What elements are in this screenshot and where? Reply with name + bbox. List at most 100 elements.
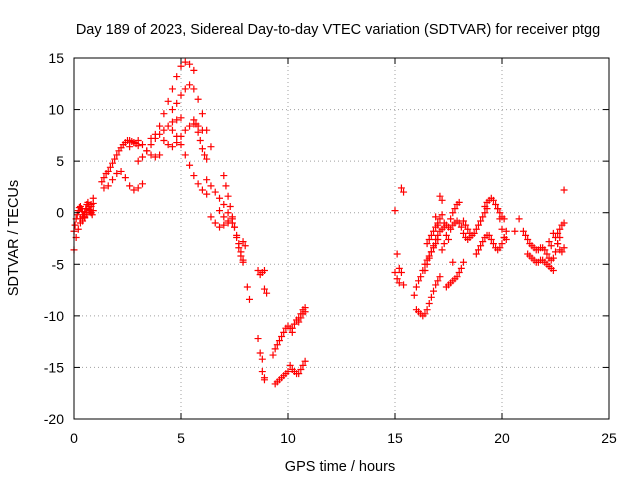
data-point-plus bbox=[395, 279, 403, 287]
data-point-plus bbox=[543, 250, 551, 258]
data-point-plus bbox=[286, 361, 294, 369]
data-point-plus bbox=[224, 209, 232, 217]
data-point-plus bbox=[156, 151, 164, 159]
data-point-plus bbox=[194, 128, 202, 136]
data-point-plus bbox=[299, 361, 307, 369]
y-tick-label: -20 bbox=[44, 411, 64, 427]
y-axis-label: SDTVAR / TECUs bbox=[6, 180, 22, 296]
data-point-plus bbox=[190, 85, 198, 93]
data-point-plus bbox=[464, 225, 472, 233]
data-point-plus bbox=[412, 283, 420, 291]
data-point-plus bbox=[519, 227, 527, 235]
data-point-plus bbox=[173, 132, 181, 140]
data-point-plus bbox=[224, 219, 232, 227]
data-point-plus bbox=[290, 320, 298, 328]
data-point-plus bbox=[156, 122, 164, 130]
data-point-plus bbox=[216, 194, 224, 202]
data-point-plus bbox=[556, 225, 564, 233]
data-point-plus bbox=[558, 248, 566, 256]
data-point-plus bbox=[415, 277, 423, 285]
data-point-plus bbox=[502, 227, 510, 235]
data-point-plus bbox=[160, 126, 168, 134]
x-tick-label: 0 bbox=[70, 430, 78, 446]
data-point-plus bbox=[432, 281, 440, 289]
data-point-plus bbox=[147, 141, 155, 149]
data-point-plus bbox=[457, 264, 465, 272]
data-point-plus bbox=[425, 299, 433, 307]
data-point-plus bbox=[186, 81, 194, 89]
data-point-plus bbox=[560, 219, 568, 227]
data-point-plus bbox=[275, 337, 283, 345]
data-point-plus bbox=[138, 141, 146, 149]
data-point-plus bbox=[194, 180, 202, 188]
data-point-plus bbox=[549, 254, 557, 262]
data-point-plus bbox=[297, 365, 305, 373]
data-point-plus bbox=[109, 159, 117, 167]
data-point-plus bbox=[393, 250, 401, 258]
axis-ticks bbox=[73, 57, 610, 420]
data-point-plus bbox=[280, 328, 288, 336]
data-point-plus bbox=[260, 285, 268, 293]
data-point-plus bbox=[421, 266, 429, 274]
data-point-plus bbox=[164, 122, 172, 130]
data-point-plus bbox=[245, 295, 253, 303]
data-point-plus bbox=[113, 151, 121, 159]
data-point-plus bbox=[278, 332, 286, 340]
data-point-plus bbox=[233, 231, 241, 239]
data-point-plus bbox=[130, 186, 138, 194]
data-point-plus bbox=[100, 184, 108, 192]
data-point-plus bbox=[104, 182, 112, 190]
data-point-plus bbox=[164, 141, 172, 149]
data-point-plus bbox=[474, 221, 482, 229]
data-point-plus bbox=[181, 151, 189, 159]
data-point-plus bbox=[455, 269, 463, 277]
data-point-plus bbox=[400, 281, 408, 289]
data-point-plus bbox=[560, 186, 568, 194]
data-point-plus bbox=[254, 335, 262, 343]
data-point-plus bbox=[434, 231, 442, 239]
data-point-plus bbox=[434, 277, 442, 285]
plot-frame bbox=[73, 57, 610, 420]
grid bbox=[74, 58, 609, 419]
data-point-plus bbox=[235, 240, 243, 248]
data-point-plus bbox=[455, 219, 463, 227]
data-point-plus bbox=[445, 236, 452, 244]
x-tick-label: 20 bbox=[494, 430, 510, 446]
data-point-plus bbox=[173, 139, 181, 147]
data-point-plus bbox=[186, 122, 194, 130]
data-point-plus bbox=[295, 318, 303, 326]
data-point-plus bbox=[203, 176, 211, 184]
data-point-plus bbox=[239, 238, 247, 246]
data-point-plus bbox=[177, 114, 185, 122]
data-point-plus bbox=[260, 376, 268, 384]
data-point-plus bbox=[126, 143, 134, 151]
data-point-plus bbox=[216, 207, 224, 215]
data-point-plus bbox=[515, 215, 523, 223]
data-point-plus bbox=[524, 236, 532, 244]
data-point-plus bbox=[552, 248, 559, 256]
data-point-plus bbox=[269, 351, 277, 359]
data-point-plus bbox=[83, 211, 91, 219]
data-point-plus bbox=[130, 139, 138, 147]
data-point-plus bbox=[438, 196, 446, 204]
data-point-plus bbox=[211, 219, 219, 227]
data-point-plus bbox=[472, 250, 480, 258]
data-point-plus bbox=[474, 246, 482, 254]
data-point-plus bbox=[427, 248, 435, 256]
data-point-plus bbox=[436, 273, 444, 281]
data-point-plus bbox=[147, 134, 155, 142]
data-points bbox=[70, 58, 568, 388]
data-point-plus bbox=[134, 184, 142, 192]
data-point-plus bbox=[430, 287, 438, 295]
data-point-plus bbox=[224, 192, 232, 200]
data-point-plus bbox=[455, 198, 463, 206]
data-point-plus bbox=[168, 85, 176, 93]
data-point-plus bbox=[447, 215, 455, 223]
data-point-plus bbox=[121, 174, 129, 182]
data-point-plus bbox=[427, 231, 435, 239]
data-point-plus bbox=[549, 266, 557, 274]
data-point-plus bbox=[494, 205, 502, 213]
data-point-plus bbox=[181, 58, 189, 66]
data-point-plus bbox=[181, 126, 189, 134]
data-point-plus bbox=[459, 258, 467, 266]
